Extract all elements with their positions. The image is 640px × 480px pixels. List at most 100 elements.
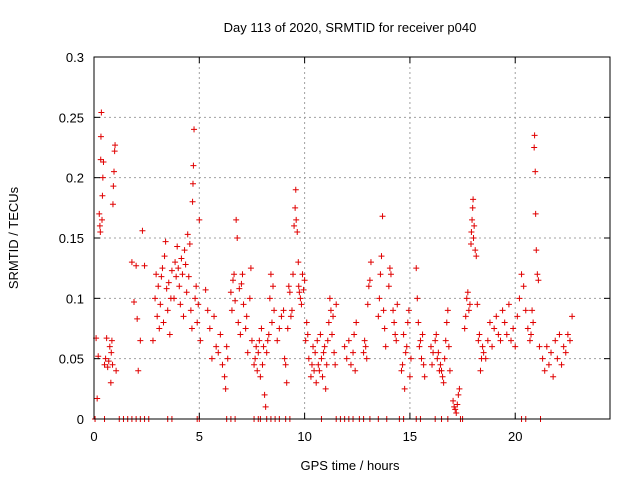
data-point bbox=[379, 213, 386, 220]
data-points bbox=[92, 109, 576, 422]
data-point bbox=[453, 409, 460, 416]
data-point bbox=[531, 144, 538, 151]
tick-labels: 0 5 10 15 20 0 0.05 0.1 0.15 0.2 0.25 0.3 bbox=[59, 50, 523, 444]
data-point bbox=[217, 331, 224, 338]
data-point bbox=[181, 247, 188, 254]
data-point bbox=[401, 385, 408, 392]
data-point bbox=[545, 361, 552, 368]
data-point bbox=[531, 132, 538, 139]
data-point bbox=[465, 307, 472, 314]
data-point bbox=[364, 301, 371, 308]
data-point bbox=[291, 222, 298, 229]
data-point bbox=[518, 271, 525, 278]
data-point bbox=[403, 343, 410, 350]
data-point bbox=[156, 325, 163, 332]
data-point bbox=[191, 126, 198, 133]
data-point bbox=[316, 367, 323, 374]
data-point bbox=[393, 337, 400, 344]
data-point bbox=[320, 349, 327, 356]
data-point bbox=[185, 273, 192, 280]
data-point bbox=[413, 265, 420, 272]
data-point bbox=[192, 295, 199, 302]
data-point bbox=[435, 349, 442, 356]
data-point bbox=[477, 367, 484, 374]
data-point bbox=[297, 295, 304, 302]
data-point bbox=[223, 343, 230, 350]
y-tick-label: 0.2 bbox=[66, 171, 84, 186]
data-point bbox=[352, 367, 359, 374]
data-point bbox=[434, 355, 441, 362]
data-point bbox=[512, 343, 519, 350]
y-axis-label: SRMTID / TECUs bbox=[6, 186, 21, 289]
data-point bbox=[155, 283, 162, 290]
data-point bbox=[175, 265, 182, 272]
data-point bbox=[251, 361, 258, 368]
data-point bbox=[317, 331, 324, 338]
data-point bbox=[161, 253, 168, 260]
data-point bbox=[171, 295, 178, 302]
data-point bbox=[343, 355, 350, 362]
data-point bbox=[149, 337, 156, 344]
data-point bbox=[113, 367, 120, 374]
data-point bbox=[234, 235, 241, 241]
data-point bbox=[446, 367, 453, 374]
data-point bbox=[276, 325, 283, 332]
data-point bbox=[520, 283, 527, 290]
data-point bbox=[108, 349, 115, 356]
data-point bbox=[182, 261, 189, 268]
data-point bbox=[266, 295, 273, 302]
data-point bbox=[285, 283, 292, 290]
data-point bbox=[189, 180, 196, 187]
data-point bbox=[262, 403, 269, 410]
data-point bbox=[390, 307, 397, 314]
data-point bbox=[552, 337, 559, 344]
data-point bbox=[302, 337, 309, 344]
data-point bbox=[274, 337, 281, 344]
data-point bbox=[330, 313, 337, 320]
data-point bbox=[153, 271, 160, 278]
data-point bbox=[475, 337, 482, 344]
data-point bbox=[419, 331, 426, 338]
data-point bbox=[97, 228, 104, 235]
data-point bbox=[134, 315, 141, 322]
data-point bbox=[328, 331, 335, 338]
data-point bbox=[213, 343, 220, 350]
data-point bbox=[257, 373, 264, 380]
data-point bbox=[345, 337, 352, 344]
data-point bbox=[292, 204, 299, 211]
data-point bbox=[532, 168, 539, 175]
data-point bbox=[398, 367, 405, 374]
data-point bbox=[484, 337, 491, 344]
data-point bbox=[438, 367, 445, 374]
data-point bbox=[562, 349, 569, 356]
data-point bbox=[432, 337, 439, 344]
data-point bbox=[176, 283, 183, 290]
data-point bbox=[514, 313, 521, 320]
data-point bbox=[248, 337, 255, 344]
data-point bbox=[231, 271, 238, 278]
data-point bbox=[380, 307, 387, 314]
data-point bbox=[378, 253, 385, 260]
data-point bbox=[468, 228, 475, 235]
data-point bbox=[295, 259, 302, 266]
data-point bbox=[366, 277, 373, 284]
data-point bbox=[215, 349, 222, 356]
data-point bbox=[535, 277, 542, 284]
data-point bbox=[112, 142, 119, 149]
data-point bbox=[178, 255, 185, 262]
data-point bbox=[174, 243, 181, 250]
data-point bbox=[288, 307, 295, 314]
data-point bbox=[105, 358, 112, 365]
data-point bbox=[208, 355, 215, 362]
data-point bbox=[304, 331, 311, 338]
data-point bbox=[471, 222, 478, 229]
data-point bbox=[347, 361, 354, 368]
data-point bbox=[131, 298, 138, 305]
data-point bbox=[404, 319, 411, 326]
data-point bbox=[548, 349, 555, 356]
data-point bbox=[536, 343, 543, 350]
data-point bbox=[417, 337, 424, 344]
x-tick-label: 15 bbox=[403, 429, 417, 444]
data-point bbox=[495, 331, 502, 338]
data-point bbox=[418, 355, 425, 362]
